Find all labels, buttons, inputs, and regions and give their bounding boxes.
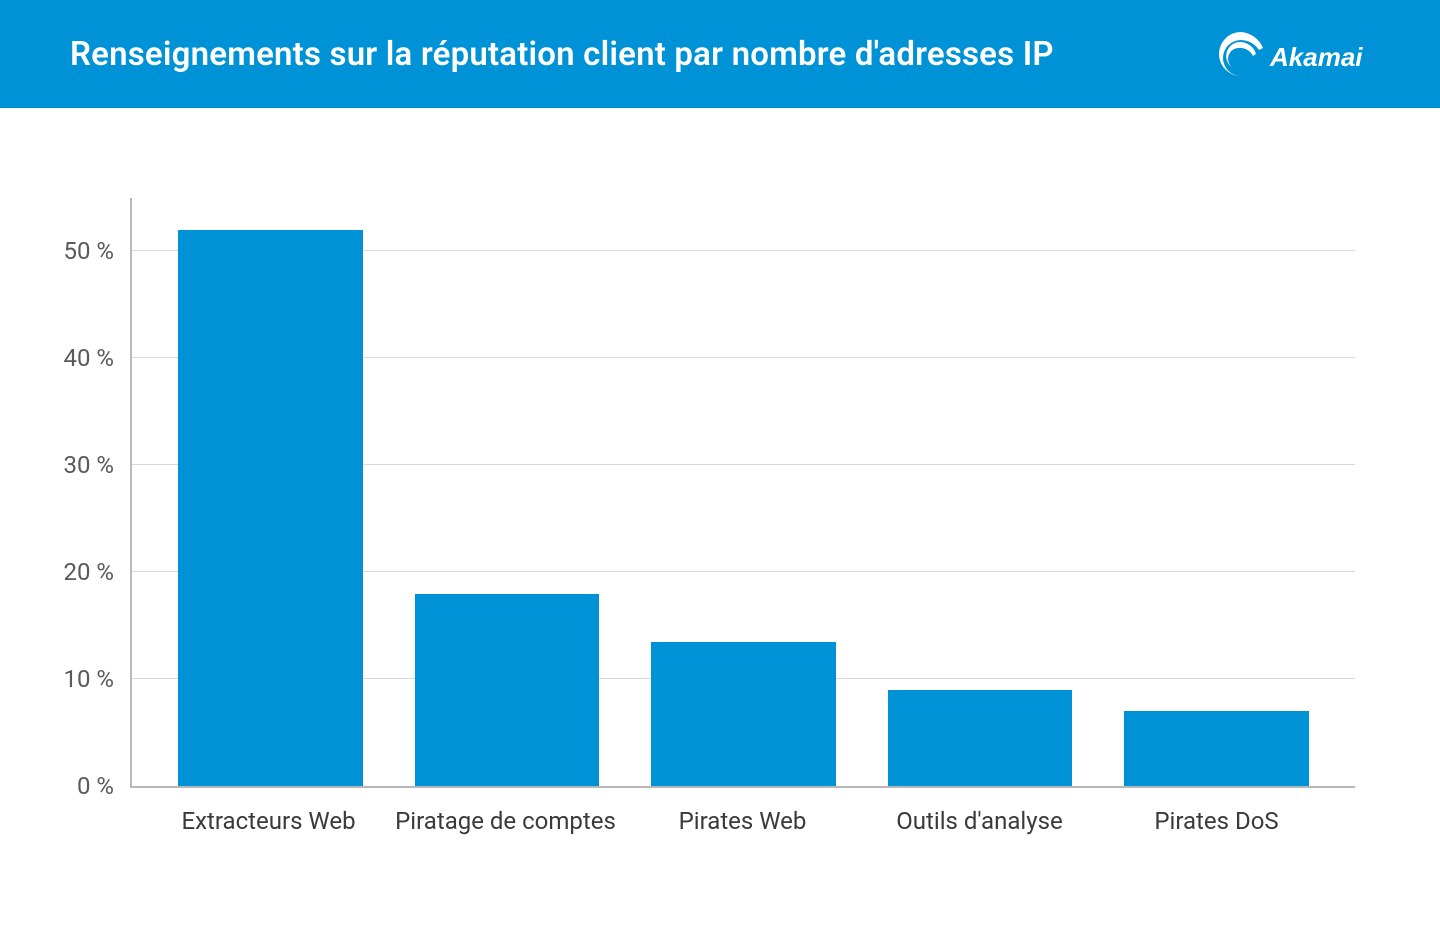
x-axis-label: Pirates DoS [1098, 806, 1335, 837]
y-tick-label: 0 % [77, 772, 132, 800]
chart-title: Renseignements sur la réputation client … [70, 35, 1054, 74]
bar-slot [862, 198, 1099, 786]
x-axis-label: Pirates Web [624, 806, 861, 837]
akamai-logo: Akamai [1215, 28, 1380, 80]
bar-slot [152, 198, 389, 786]
logo-text: Akamai [1269, 42, 1363, 72]
y-tick-label: 40 % [63, 344, 132, 372]
y-tick-label: 50 % [63, 237, 132, 265]
bar [178, 230, 363, 786]
x-axis-labels: Extracteurs WebPiratage de comptesPirate… [130, 788, 1355, 837]
bar [888, 690, 1073, 786]
bar [415, 594, 600, 786]
bar [1124, 711, 1309, 786]
bar-slot [1098, 198, 1335, 786]
plot-area: 0 %10 %20 %30 %40 %50 % [130, 198, 1355, 788]
y-tick-label: 30 % [63, 451, 132, 479]
x-axis-label: Extracteurs Web [150, 806, 387, 837]
chart-container: 0 %10 %20 %30 %40 %50 % Extracteurs WebP… [0, 108, 1440, 925]
bar-slot [389, 198, 626, 786]
y-tick-label: 10 % [63, 665, 132, 693]
bars-group [132, 198, 1355, 786]
x-axis-label: Outils d'analyse [861, 806, 1098, 837]
chart-header: Renseignements sur la réputation client … [0, 0, 1440, 108]
bar [651, 642, 836, 786]
x-axis-label: Piratage de comptes [387, 806, 624, 837]
bar-slot [625, 198, 862, 786]
y-tick-label: 20 % [63, 558, 132, 586]
